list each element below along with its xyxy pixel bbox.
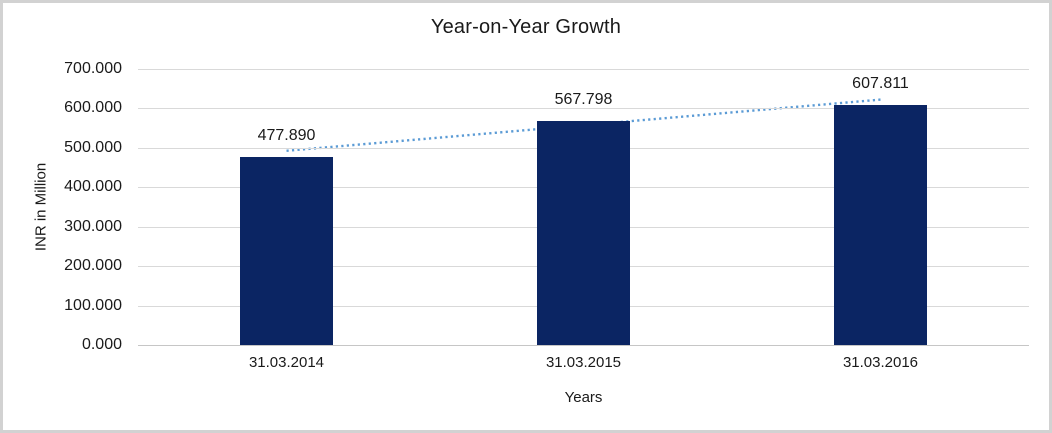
y-tick-label: 0.000 <box>81 336 122 353</box>
bar-value-label: 567.798 <box>554 91 613 109</box>
bar-value-label: 607.811 <box>852 75 909 93</box>
x-tick-label: 31.03.2015 <box>545 354 622 371</box>
x-axis-title: Years <box>564 389 603 406</box>
x-tick-label: 31.03.2016 <box>842 354 919 371</box>
y-tick-label: 700.000 <box>64 60 122 77</box>
bar-value-label: 477.890 <box>257 126 316 144</box>
plot-area: 477.890 567.798 607.811 <box>138 69 1029 346</box>
y-tick-label: 100.000 <box>64 297 122 314</box>
bar <box>834 105 927 345</box>
gridline <box>138 69 1029 70</box>
x-tick-label: 31.03.2014 <box>248 354 325 371</box>
x-axis-labels: 31.03.2014 31.03.2015 31.03.2016 <box>138 354 1029 376</box>
y-tick-label: 300.000 <box>64 218 122 235</box>
y-axis-labels: 700.000 600.000 500.000 400.000 300.000 200.0… <box>3 60 122 353</box>
gridline <box>138 108 1029 109</box>
x-axis-line <box>138 345 1029 346</box>
bar <box>240 156 333 345</box>
chart-title: Year-on-Year Growth <box>430 16 622 38</box>
chart-canvas: Year-on-Year Growth INR in Million 700.0… <box>3 3 1049 430</box>
y-tick-label: 400.000 <box>64 178 122 195</box>
bar <box>537 121 630 345</box>
y-tick-label: 600.000 <box>64 99 122 116</box>
y-tick-label: 200.000 <box>64 257 122 274</box>
y-tick-label: 500.000 <box>64 139 122 156</box>
